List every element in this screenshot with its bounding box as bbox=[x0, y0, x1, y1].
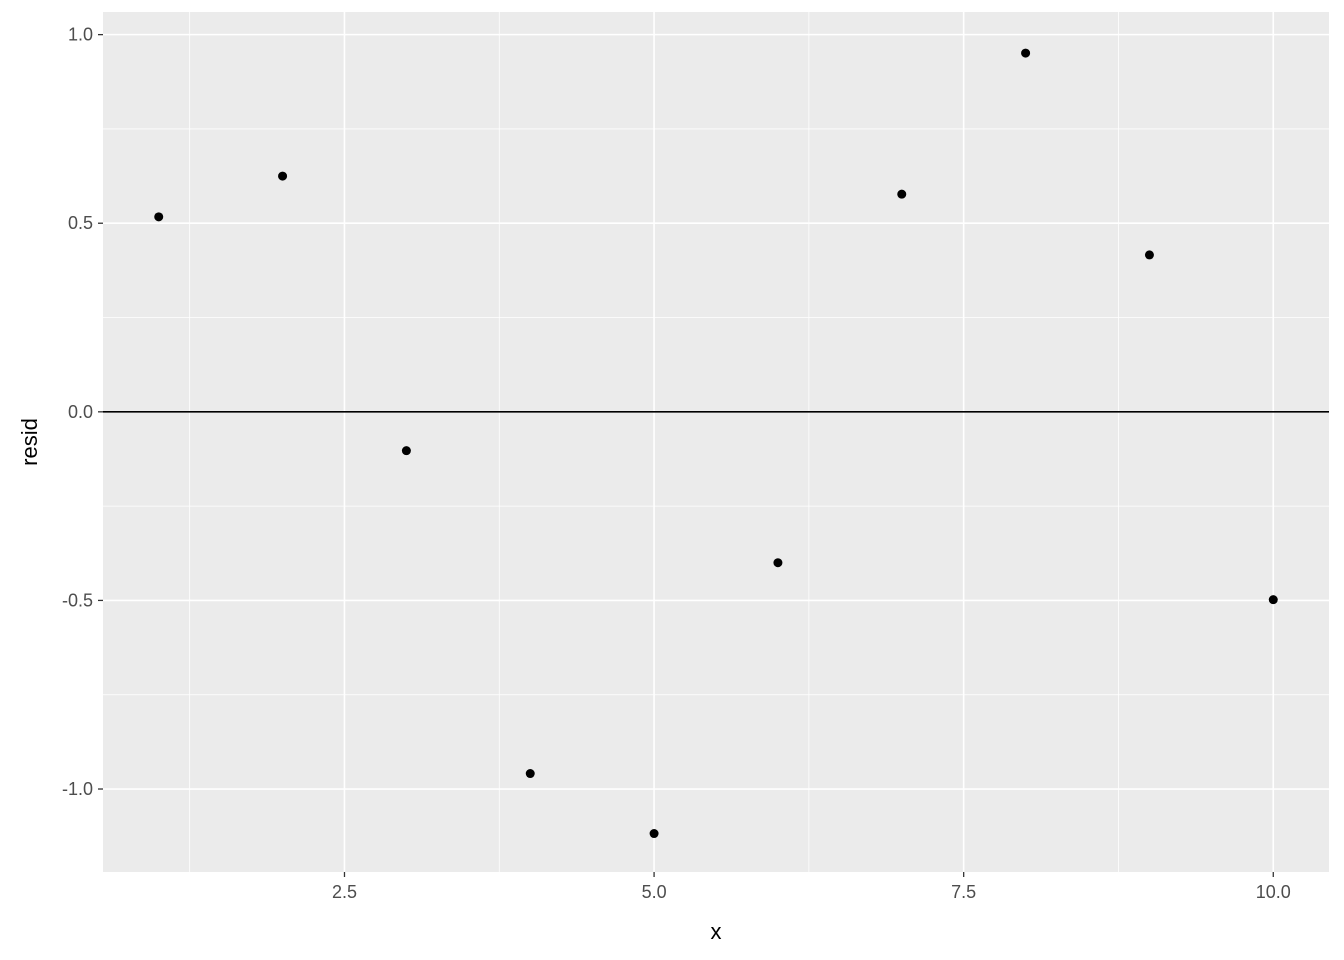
x-tick-label: 5.0 bbox=[642, 882, 667, 902]
data-point bbox=[1144, 250, 1154, 260]
data-point bbox=[649, 829, 659, 839]
y-tick-label: 1.0 bbox=[68, 25, 93, 45]
data-point bbox=[1021, 48, 1031, 58]
data-point bbox=[401, 446, 411, 456]
y-tick-label: 0.0 bbox=[68, 402, 93, 422]
data-point bbox=[525, 769, 535, 779]
data-points bbox=[154, 48, 1278, 839]
y-axis-label: resid bbox=[17, 418, 42, 466]
y-tick-label: -1.0 bbox=[62, 779, 93, 799]
x-tick-label: 10.0 bbox=[1256, 882, 1291, 902]
data-point bbox=[278, 171, 288, 181]
y-tick-label: 0.5 bbox=[68, 213, 93, 233]
plot-panel bbox=[103, 12, 1329, 872]
x-axis-ticks: 2.5 5.0 7.5 10.0 bbox=[332, 872, 1291, 902]
data-point bbox=[154, 212, 164, 222]
x-tick-label: 7.5 bbox=[951, 882, 976, 902]
minor-gridlines bbox=[103, 12, 1329, 872]
x-tick-label: 2.5 bbox=[332, 882, 357, 902]
y-axis-ticks: 1.0 0.5 0.0 -0.5 -1.0 bbox=[62, 25, 103, 799]
data-point bbox=[897, 189, 907, 199]
data-point bbox=[1268, 595, 1278, 605]
data-point bbox=[773, 558, 783, 568]
x-axis-label: x bbox=[711, 919, 722, 944]
y-tick-label: -0.5 bbox=[62, 590, 93, 610]
